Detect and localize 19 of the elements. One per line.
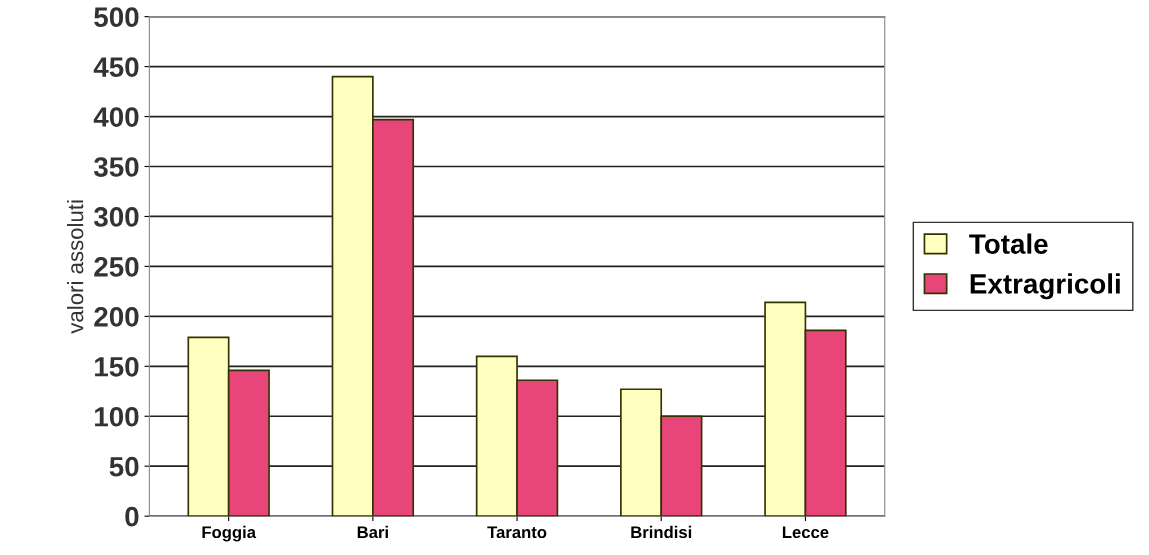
x-tick-label: Lecce (782, 526, 829, 539)
y-tick-label: 150 (95, 356, 139, 377)
x-tick-label: Bari (357, 525, 388, 539)
y-axis-title: valori assoluti (67, 200, 84, 334)
x-tick-label: Foggia (202, 525, 257, 542)
x-tick-label: Brindisi (631, 525, 692, 539)
y-tick-label: 400 (93, 107, 139, 127)
y-tick-label: 250 (94, 257, 139, 277)
y-tick-label: 200 (94, 307, 139, 327)
x-tick-label: Taranto (487, 526, 547, 539)
legend-label: Extragricoli (970, 273, 1120, 300)
y-tick-label: 300 (93, 207, 139, 227)
y-tick-label: 50 (109, 456, 139, 477)
y-tick-label: 350 (93, 157, 139, 177)
y-tick-label: 0 (125, 506, 139, 527)
y-tick-label: 450 (93, 57, 139, 77)
legend-label: Totale (969, 233, 1048, 254)
y-tick-label: 500 (94, 7, 139, 27)
y-tick-label: 100 (95, 406, 139, 427)
